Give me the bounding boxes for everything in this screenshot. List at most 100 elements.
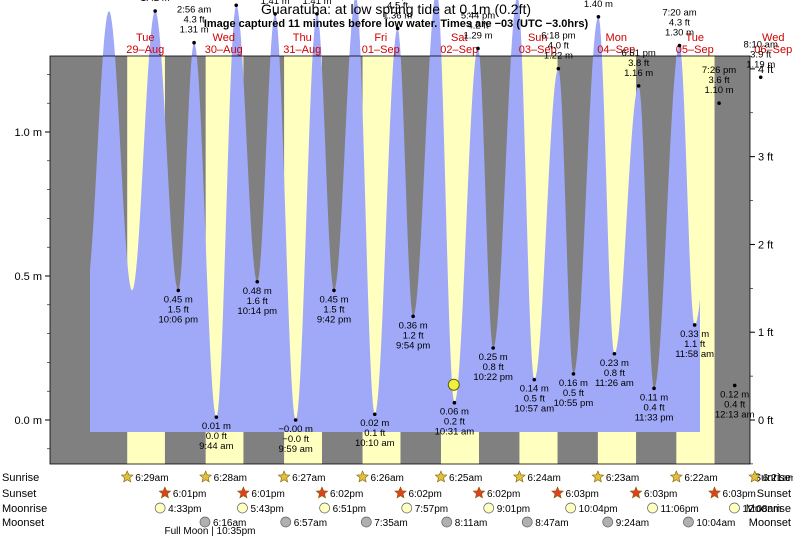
moonset-time: 8:47am xyxy=(535,518,568,529)
moonrise-time: 11:06pm xyxy=(661,504,699,515)
extreme-point xyxy=(452,400,457,405)
day-date: 29–Aug xyxy=(126,44,164,56)
sunrise-icon xyxy=(591,470,605,483)
moonrise-time: 12:08am xyxy=(742,504,781,515)
extreme-label: 6:51 pm xyxy=(621,48,655,59)
extreme-label: 0.36 m xyxy=(399,320,428,331)
day-date: 03–Sep xyxy=(519,44,557,56)
moonrise-time: 7:57pm xyxy=(415,504,448,515)
moonset-time: 10:04am xyxy=(696,518,735,529)
tide-area xyxy=(90,0,700,432)
sunrise-time: 6:28am xyxy=(214,473,247,484)
day-weekday: Mon xyxy=(606,32,627,44)
extreme-label: 10:14 pm xyxy=(237,306,277,317)
extreme-label: 1.6 ft xyxy=(247,296,268,307)
sunrise-icon xyxy=(120,470,134,483)
y-left-tick-label: 1.0 m xyxy=(14,127,42,139)
extreme-label: 8:10 am xyxy=(744,39,778,50)
extreme-label: 10:10 am xyxy=(355,438,395,449)
extreme-point xyxy=(372,412,377,417)
moonrise-time: 4:33pm xyxy=(168,504,201,515)
extreme-label: 0.25 m xyxy=(479,352,508,363)
moonrise-icon xyxy=(401,502,413,514)
sunrise-icon xyxy=(356,470,369,483)
sunset-icon xyxy=(472,486,486,499)
extreme-label: 1.30 m xyxy=(665,28,694,39)
moonrise-icon xyxy=(565,502,577,514)
extreme-point xyxy=(273,12,277,16)
extreme-point xyxy=(176,288,181,293)
extreme-label: 1.5 ft xyxy=(323,304,344,315)
extreme-label: 4.0 ft xyxy=(548,41,569,52)
moonset-icon xyxy=(199,516,211,528)
day-weekday: Wed xyxy=(213,32,235,44)
extreme-label: 9:54 pm xyxy=(396,340,430,351)
moonset-time: 8:11am xyxy=(455,518,488,529)
extreme-label: 1.22 m xyxy=(544,51,573,62)
day-weekday: Sat xyxy=(451,32,468,44)
extreme-label: 4.3 ft xyxy=(184,15,205,26)
extreme-point xyxy=(732,383,737,388)
sunrise-icon xyxy=(199,470,213,483)
day-weekday: Sun xyxy=(528,32,548,44)
extreme-label: 0.5 ft xyxy=(524,394,545,405)
extreme-point xyxy=(153,9,157,13)
sunset-time: 6:03pm xyxy=(644,489,677,500)
extreme-label: 1.31 m xyxy=(180,25,209,36)
day-weekday: Tue xyxy=(685,32,704,44)
extreme-label: 0.02 m xyxy=(360,418,389,429)
extreme-label: 1.10 m xyxy=(705,85,734,96)
extreme-label: 10:31 am xyxy=(435,427,475,438)
extreme-label: 3.8 ft xyxy=(628,58,649,69)
day-weekday: Wed xyxy=(762,32,784,44)
day-date: 01–Sep xyxy=(362,44,400,56)
chart-title: Guaratuba: at low spring tide at 0.1m (0… xyxy=(261,1,531,17)
sunrise-icon xyxy=(277,470,291,483)
sunrise-time: 6:24am xyxy=(527,473,560,484)
sunrise-icon xyxy=(434,470,448,483)
extreme-point xyxy=(692,323,697,327)
moonset-time: 6:57am xyxy=(294,518,327,529)
extreme-label: 0.14 m xyxy=(520,384,549,395)
current-time-marker xyxy=(447,378,460,391)
extreme-point xyxy=(596,14,601,19)
extreme-label: 1.2 ft xyxy=(403,330,424,341)
sunrise-time: 6:22am xyxy=(684,473,717,484)
extreme-point xyxy=(192,40,196,45)
sunrise-icon xyxy=(669,470,683,483)
extreme-label: 9:44 am xyxy=(199,441,233,452)
extreme-label: 0.45 m xyxy=(319,294,348,305)
moonset-icon xyxy=(521,516,533,528)
y-left-tick-label: 0.0 m xyxy=(14,415,42,427)
sunset-time: 6:02pm xyxy=(487,489,520,500)
extreme-label: 0.06 m xyxy=(440,407,469,418)
sunrise-time: 6:26am xyxy=(371,473,404,484)
sunrise-time: 6:29am xyxy=(135,473,168,484)
sunset-row-label-left: Sunset xyxy=(2,488,36,500)
extreme-label: 0.5 ft xyxy=(563,388,584,399)
moonrise-icon xyxy=(729,502,740,514)
extreme-label: 11:33 pm xyxy=(635,412,674,423)
extreme-label: 7:20 am xyxy=(662,8,696,19)
full-moon-label: Full Moon | 10:35pm xyxy=(165,526,256,537)
extreme-label: 1.41 m xyxy=(261,0,290,7)
sunset-icon xyxy=(394,486,407,499)
plot-frame xyxy=(49,55,751,465)
extreme-label: 1.36 m xyxy=(383,10,412,21)
sunset-time: 6:03pm xyxy=(723,489,756,500)
moonset-time: 7:35am xyxy=(374,518,407,529)
extreme-point xyxy=(532,377,537,382)
moonset-icon xyxy=(441,516,453,528)
extreme-label: 0.33 m xyxy=(680,329,709,340)
day-date: 31–Aug xyxy=(283,44,321,56)
sunset-icon xyxy=(315,486,329,499)
extreme-point xyxy=(395,26,400,31)
moonrise-time: 6:51pm xyxy=(333,504,366,515)
extreme-label: 12:13 am xyxy=(715,409,755,420)
day-weekday: Thu xyxy=(293,32,312,44)
y-right-tick-label: 1 ft xyxy=(758,327,773,339)
sunrise-icon xyxy=(748,470,762,483)
moonset-icon xyxy=(360,516,372,528)
extreme-label: 0.16 m xyxy=(559,378,588,389)
